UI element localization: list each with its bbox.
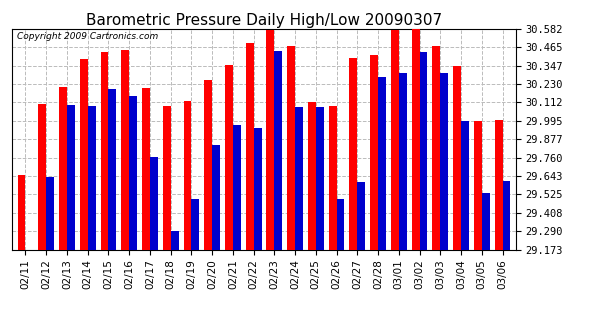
Bar xyxy=(482,193,490,250)
Bar xyxy=(503,181,511,250)
Bar xyxy=(233,125,241,250)
Bar xyxy=(163,106,170,250)
Bar xyxy=(337,199,344,250)
Bar xyxy=(46,177,54,250)
Bar xyxy=(266,30,274,250)
Bar xyxy=(316,107,324,250)
Bar xyxy=(474,121,482,250)
Bar xyxy=(101,52,109,250)
Bar xyxy=(67,105,75,250)
Bar xyxy=(433,46,440,250)
Bar xyxy=(17,175,25,250)
Bar xyxy=(391,30,399,250)
Bar xyxy=(38,104,46,250)
Text: Copyright 2009 Cartronics.com: Copyright 2009 Cartronics.com xyxy=(17,32,158,41)
Bar xyxy=(142,88,150,250)
Bar xyxy=(150,157,158,250)
Bar xyxy=(246,43,254,250)
Bar xyxy=(287,45,295,250)
Bar xyxy=(399,73,407,250)
Bar xyxy=(212,145,220,250)
Bar xyxy=(129,96,137,250)
Bar xyxy=(419,52,427,250)
Bar xyxy=(204,80,212,250)
Bar xyxy=(254,128,262,250)
Bar xyxy=(88,106,95,250)
Bar xyxy=(453,66,461,250)
Bar xyxy=(59,87,67,250)
Bar xyxy=(370,55,378,250)
Bar xyxy=(170,231,179,250)
Bar xyxy=(274,51,282,250)
Bar xyxy=(349,58,358,250)
Bar xyxy=(440,73,448,250)
Bar xyxy=(109,89,116,250)
Bar xyxy=(225,65,233,250)
Bar xyxy=(329,106,337,250)
Bar xyxy=(121,50,129,250)
Bar xyxy=(412,29,419,250)
Bar xyxy=(80,59,88,250)
Bar xyxy=(358,182,365,250)
Title: Barometric Pressure Daily High/Low 20090307: Barometric Pressure Daily High/Low 20090… xyxy=(86,12,442,28)
Bar xyxy=(461,121,469,250)
Bar xyxy=(191,199,199,250)
Bar xyxy=(184,101,191,250)
Bar xyxy=(494,120,503,250)
Bar xyxy=(378,77,386,250)
Bar xyxy=(295,107,303,250)
Bar xyxy=(308,102,316,250)
